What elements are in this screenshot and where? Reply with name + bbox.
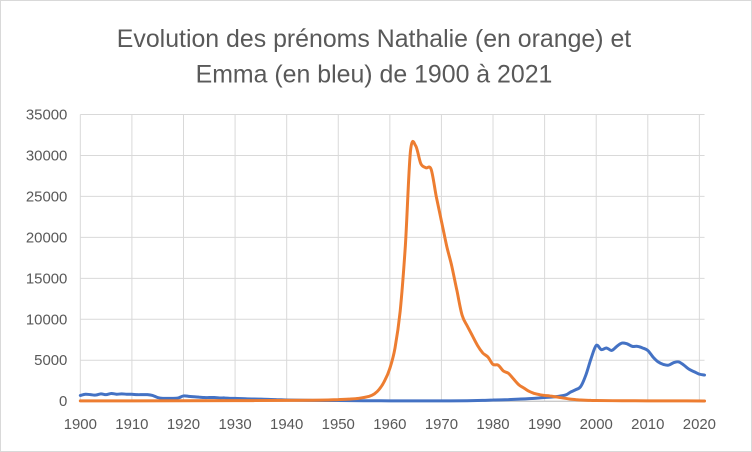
- chart-title-line-1: Evolution des prénoms Nathalie (en orang…: [117, 25, 631, 53]
- y-tick-label-4: 20000: [26, 229, 67, 246]
- series-line-1: [78, 139, 707, 403]
- x-tick-label-4: 1940: [270, 416, 303, 433]
- x-tick-label-7: 1970: [425, 416, 458, 433]
- y-axis-ticks: 0 5000 10000 15000 20000 25000 30000 35000: [26, 106, 67, 410]
- x-axis-ticks: 1900 1910 1920 1930 1940 1950 1960 1970 1980 1990…: [64, 416, 716, 433]
- x-tick-label-3: 1930: [218, 416, 251, 433]
- x-tick-label-2: 1920: [167, 416, 200, 433]
- x-tick-label-0: 1900: [64, 416, 97, 433]
- x-tick-label-11: 2010: [631, 416, 664, 433]
- y-tick-label-5: 25000: [26, 188, 67, 205]
- series-line-0: [78, 341, 707, 403]
- y-tick-label-6: 30000: [26, 147, 67, 164]
- y-tick-label-1: 5000: [34, 352, 67, 369]
- x-tick-label-5: 1950: [322, 416, 355, 433]
- x-tick-label-10: 2000: [580, 416, 613, 433]
- y-tick-label-0: 0: [59, 393, 67, 410]
- y-tick-label-3: 15000: [26, 270, 67, 287]
- x-tick-label-6: 1960: [373, 416, 406, 433]
- chart-title-line-2: Emma (en bleu) de 1900 à 2021: [196, 61, 553, 89]
- series-lines: [78, 139, 707, 403]
- y-tick-label-2: 10000: [26, 311, 67, 328]
- x-tick-label-8: 1980: [476, 416, 509, 433]
- x-tick-label-1: 1910: [115, 416, 148, 433]
- y-tick-label-7: 35000: [26, 106, 67, 123]
- x-tick-label-9: 1990: [528, 416, 561, 433]
- x-tick-label-12: 2020: [683, 416, 716, 433]
